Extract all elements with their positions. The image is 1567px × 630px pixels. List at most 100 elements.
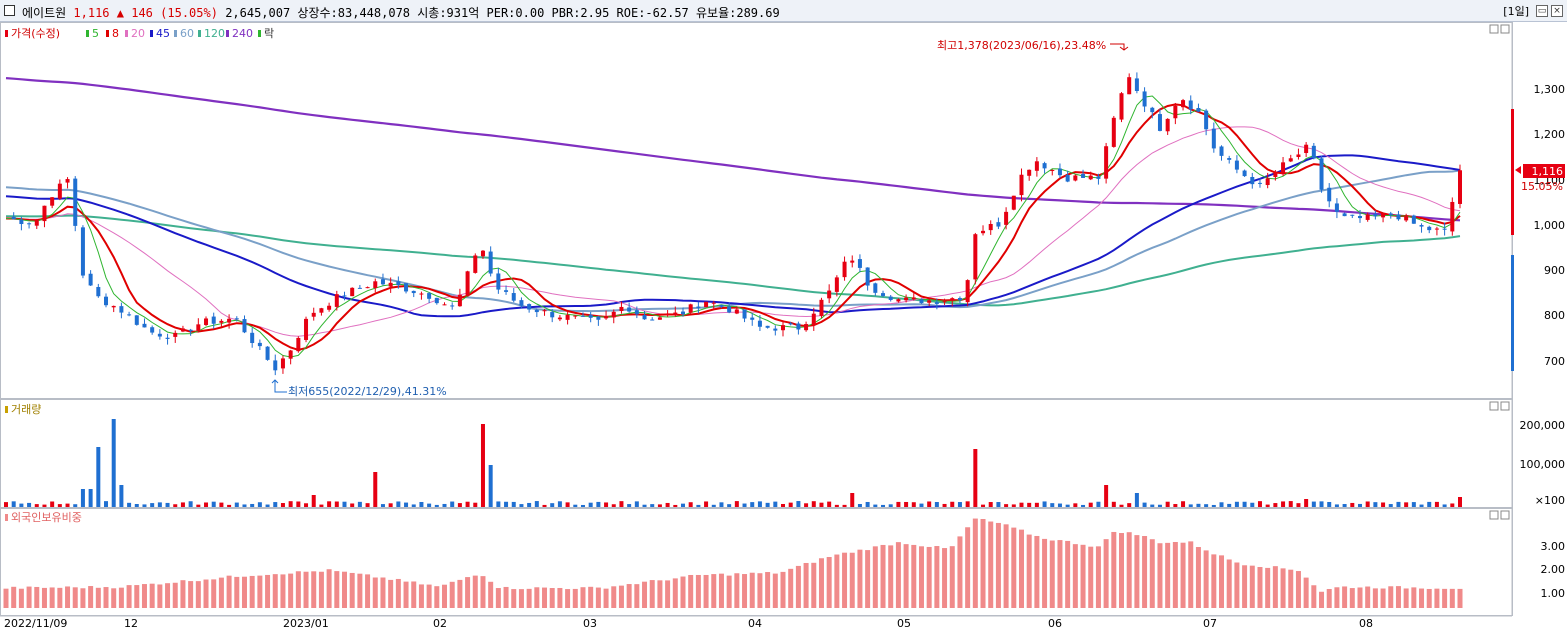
candle-body (865, 267, 870, 286)
foreign-ownership-bar (603, 588, 609, 608)
current-price-value: 1,116 (1532, 165, 1564, 178)
candle-body (280, 358, 285, 369)
foreign-ownership-bar (503, 586, 509, 608)
volume-bar (1157, 504, 1162, 507)
candle-body (1127, 77, 1132, 95)
volume-bar (734, 501, 739, 507)
volume-bar (1265, 504, 1270, 507)
foreign-ownership-bar (1042, 538, 1048, 608)
legend-ma5-label: 5 (92, 27, 99, 40)
foreign-ownership-bar (211, 579, 217, 608)
foreign-ownership-bar (1380, 588, 1386, 608)
maximize-icon[interactable]: ▭ (1536, 5, 1548, 17)
foreign-ownership-bar (626, 584, 632, 608)
volume-y-tick: ×100 (1535, 494, 1565, 507)
foreign-ownership-bar (511, 589, 517, 608)
legend-ma120-swatch (198, 30, 201, 37)
chart-canvas[interactable]: 가격(수정) 5 8 20 45 60 120 240 락 거래량 외국인보유비… (0, 22, 1567, 630)
foreign-ownership-bar (1349, 588, 1355, 608)
volume-bar (557, 501, 562, 507)
panel-close-icon[interactable] (1500, 401, 1510, 411)
volume-bar (919, 503, 924, 507)
volume-bar (150, 503, 155, 507)
legend-tail-label: 락 (264, 27, 274, 40)
high-arrow-icon (1110, 43, 1129, 51)
candle-body (611, 311, 616, 318)
candle-body (1196, 108, 1201, 112)
candle-body (1342, 213, 1347, 217)
foreign-ownership-bar (272, 574, 278, 608)
foreign-ownership-bar (903, 544, 909, 608)
candle-body (580, 315, 585, 317)
candle-body (1050, 170, 1055, 172)
foreign-ownership-bar (849, 552, 855, 608)
candle-body (896, 299, 901, 302)
select-checkbox[interactable] (4, 5, 15, 16)
volume-bar (457, 503, 462, 507)
x-tick: 2022/11/09 (4, 617, 67, 630)
candle-body (242, 319, 247, 333)
foreign-ownership-bar (465, 577, 471, 608)
volume-bar (442, 503, 447, 507)
volume-bar (1204, 504, 1209, 507)
volume-bar (250, 503, 255, 507)
volume-bar (1088, 502, 1093, 507)
foreign-ownership-bar (634, 584, 640, 608)
candle-body (1234, 160, 1239, 170)
candle-body (1327, 187, 1332, 202)
candle-body (588, 314, 593, 318)
foreign-ownership-bar (288, 573, 294, 608)
volume-bar (411, 504, 416, 507)
foreign-ownership-bar (49, 587, 55, 608)
volume-bar (242, 504, 247, 507)
panel-maximize-icon[interactable] (1489, 24, 1499, 34)
volume-bar (257, 502, 262, 507)
candle-body (634, 310, 639, 315)
foreign-ownership-bar (1311, 585, 1317, 608)
candle-body (34, 220, 39, 226)
volume-bar (1257, 501, 1262, 507)
panel-close-icon[interactable] (1500, 24, 1510, 34)
foreign-ownership-bar (642, 581, 648, 608)
candle-body (796, 323, 801, 330)
panel-maximize-icon[interactable] (1489, 401, 1499, 411)
candle-body (1004, 211, 1009, 225)
volume-bar (1250, 502, 1255, 507)
foreign-ownership-bar (495, 588, 501, 608)
foreign-ownership-bar (88, 586, 94, 608)
change-arrow-icon: ▲ (116, 6, 124, 20)
volume-bar (942, 503, 947, 507)
x-tick: 07 (1203, 617, 1217, 630)
legend-price-swatch (5, 30, 8, 37)
panel-close-icon[interactable] (1500, 510, 1510, 520)
candle-body (673, 312, 678, 316)
close-icon[interactable]: × (1551, 5, 1563, 17)
foreign-ownership-bar (957, 536, 963, 608)
candle-body (1088, 175, 1093, 180)
panel-maximize-icon[interactable] (1489, 510, 1499, 520)
x-tick: 03 (583, 617, 597, 630)
candle-body (642, 315, 647, 320)
volume-bar (519, 504, 524, 507)
volume-bar (1073, 503, 1078, 507)
volume-bars (4, 419, 1462, 507)
foreign-ownership-bar (257, 575, 263, 608)
volume-bar (396, 501, 401, 507)
volume-bar (673, 504, 678, 507)
foreign-ownership-bar (365, 574, 371, 608)
volume-bar (157, 502, 162, 507)
foreign-ownership-bar (357, 573, 363, 608)
candle-body (196, 324, 201, 331)
candle-body (234, 318, 239, 320)
foreign-ownership-bar (795, 565, 801, 608)
volume-bar (850, 493, 855, 507)
foreign-ownership-bar (557, 587, 563, 608)
legend-ma20-swatch (125, 30, 128, 37)
period-selector[interactable]: [1일] (1503, 5, 1529, 18)
volume-bar (988, 502, 993, 507)
volume-bar (42, 504, 47, 507)
foreign-ownership-bar (742, 574, 748, 608)
candle-body (1242, 170, 1247, 177)
volume-bar (565, 502, 570, 507)
foreign-ownership-bar (926, 546, 932, 608)
